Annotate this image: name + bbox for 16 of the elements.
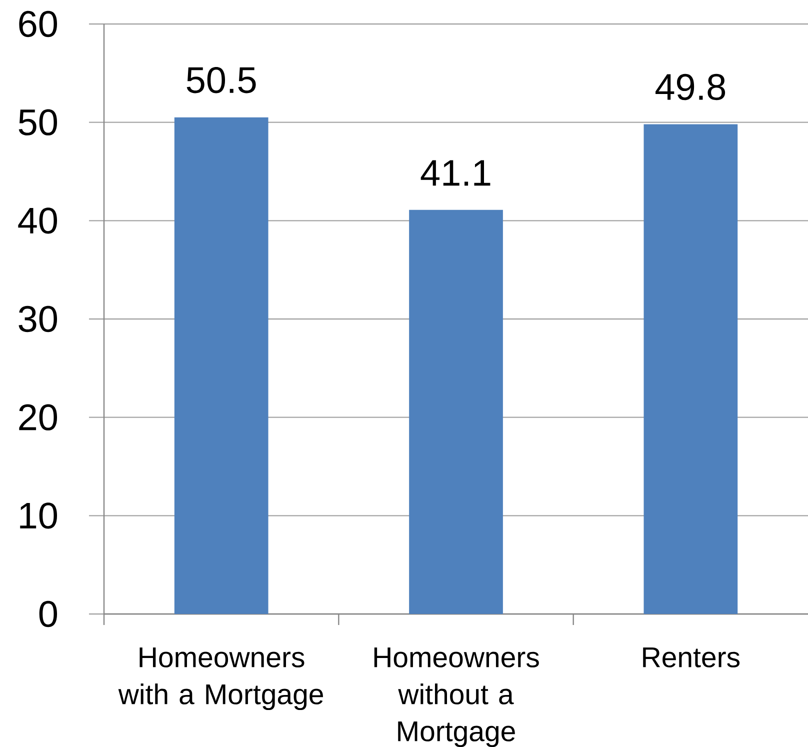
y-tick-label: 30 xyxy=(18,306,58,332)
bar xyxy=(174,117,268,614)
bar xyxy=(644,124,738,614)
y-tick-label: 0 xyxy=(39,600,58,628)
y-tick-label: 50 xyxy=(18,109,58,136)
data-label: 41.1 xyxy=(420,160,490,186)
data-label: 49.8 xyxy=(656,74,726,100)
data-label: 50.5 xyxy=(186,67,256,94)
x-tick-label: Renters xyxy=(643,648,740,668)
y-tick-label: 60 xyxy=(19,10,58,38)
x-tick-label: Homeowners with a Mortgage xyxy=(118,648,323,710)
y-tick-label: 10 xyxy=(20,502,58,529)
bar xyxy=(409,210,503,614)
y-tick-label: 40 xyxy=(18,208,58,234)
x-tick-label: Homeowners without a Mortgage xyxy=(374,648,539,747)
y-tick-label: 20 xyxy=(19,404,58,430)
